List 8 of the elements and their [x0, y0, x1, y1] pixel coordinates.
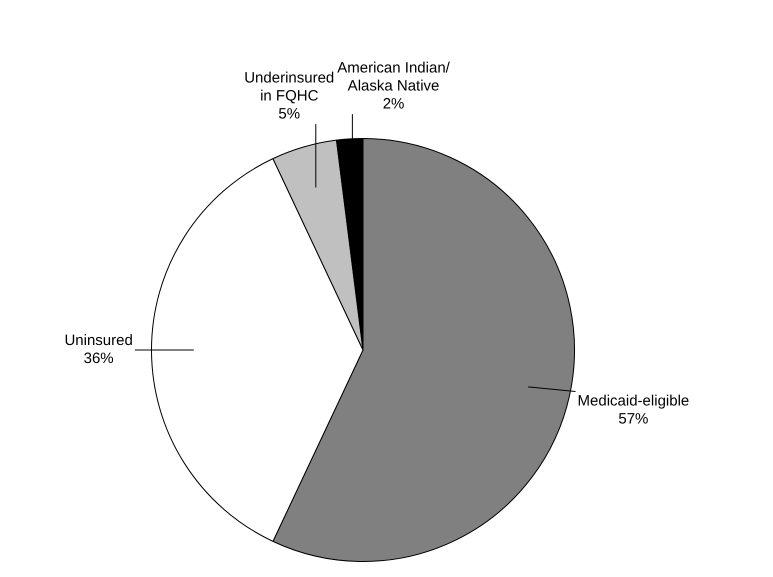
- slice-label: American Indian/ Alaska Native: [337, 59, 451, 94]
- data-label: 2%: [382, 95, 404, 112]
- data-label: 57%: [618, 410, 648, 428]
- slice-label: Uninsured: [64, 332, 133, 350]
- slice-label: Medicaid-eligible: [578, 392, 690, 410]
- data-label: 36%: [84, 350, 114, 368]
- data-label: 5%: [278, 105, 300, 122]
- slice-label: Underinsured in FQHC: [244, 69, 334, 104]
